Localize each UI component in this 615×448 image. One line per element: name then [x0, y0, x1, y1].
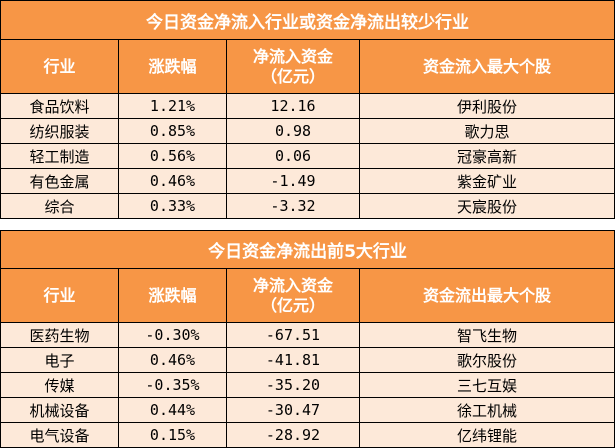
header-industry: 行业	[0, 268, 119, 323]
cell-net-flow: -1.49	[226, 168, 360, 194]
cell-net-flow: 12.16	[226, 93, 360, 119]
outflow-table-title: 今日资金净流出前5大行业	[0, 230, 615, 269]
cell-net-flow: -3.32	[226, 193, 360, 219]
table-row: 机械设备 0.44% -30.47 徐工机械	[0, 397, 615, 423]
table-row: 食品饮料 1.21% 12.16 伊利股份	[0, 93, 615, 119]
table-row: 纺织服装 0.85% 0.98 歌力思	[0, 118, 615, 144]
cell-industry: 食品饮料	[0, 93, 119, 119]
cell-change: -0.30%	[118, 322, 227, 348]
cell-net-flow: 0.98	[226, 118, 360, 144]
inflow-table-header-row: 行业 涨跌幅 净流入资金 （亿元） 资金流入最大个股	[0, 39, 615, 94]
cell-top-stock: 伊利股份	[359, 93, 615, 119]
cell-top-stock: 歌力思	[359, 118, 615, 144]
cell-industry: 有色金属	[0, 168, 119, 194]
cell-top-stock: 徐工机械	[358, 397, 615, 423]
cell-change: 0.56%	[118, 143, 227, 169]
cell-top-stock: 智飞生物	[358, 322, 615, 348]
cell-top-stock: 歌尔股份	[358, 347, 615, 373]
cell-industry: 综合	[0, 193, 119, 219]
cell-change: 0.85%	[118, 118, 227, 144]
inflow-table-title-row: 今日资金净流入行业或资金净流出较少行业	[0, 0, 615, 40]
header-top-stock: 资金流出最大个股	[358, 268, 615, 323]
cell-industry: 传媒	[0, 372, 119, 398]
table-row: 轻工制造 0.56% 0.06 冠豪高新	[0, 143, 615, 169]
cell-industry: 纺织服装	[0, 118, 119, 144]
cell-change: -0.35%	[118, 372, 227, 398]
header-net-flow-line2: （亿元）	[260, 295, 325, 315]
cell-net-flow: 0.06	[226, 143, 360, 169]
header-net-flow-line1: 净流入资金	[252, 46, 333, 66]
cell-industry: 轻工制造	[0, 143, 119, 169]
outflow-table-header-row: 行业 涨跌幅 净流入资金 （亿元） 资金流出最大个股	[0, 268, 615, 323]
table-spacer	[0, 219, 615, 230]
table-row: 传媒 -0.35% -35.20 三七互娱	[0, 372, 615, 398]
header-change: 涨跌幅	[118, 39, 227, 94]
table-row: 电子 0.46% -41.81 歌尔股份	[0, 347, 615, 373]
cell-net-flow: -30.47	[226, 397, 360, 423]
cell-industry: 医药生物	[0, 322, 119, 348]
cell-net-flow: -41.81	[226, 347, 360, 373]
table-row: 有色金属 0.46% -1.49 紫金矿业	[0, 168, 615, 194]
cell-industry: 电子	[0, 347, 119, 373]
inflow-table: 今日资金净流入行业或资金净流出较少行业 行业 涨跌幅 净流入资金 （亿元） 资金…	[0, 0, 615, 219]
cell-top-stock: 天宸股份	[359, 193, 615, 219]
table-row: 综合 0.33% -3.32 天宸股份	[0, 193, 615, 219]
cell-industry: 机械设备	[0, 397, 119, 423]
header-top-stock: 资金流入最大个股	[359, 39, 615, 94]
cell-change: 0.46%	[118, 347, 227, 373]
cell-net-flow: -67.51	[226, 322, 360, 348]
header-industry: 行业	[0, 39, 119, 94]
table-row: 医药生物 -0.30% -67.51 智飞生物	[0, 322, 615, 348]
outflow-table-title-row: 今日资金净流出前5大行业	[0, 230, 615, 269]
cell-net-flow: -35.20	[226, 372, 360, 398]
cell-change: 1.21%	[118, 93, 227, 119]
header-net-flow-line1: 净流入资金	[252, 275, 333, 295]
cell-top-stock: 冠豪高新	[359, 143, 615, 169]
header-change: 涨跌幅	[118, 268, 227, 323]
cell-top-stock: 三七互娱	[358, 372, 615, 398]
inflow-table-title: 今日资金净流入行业或资金净流出较少行业	[0, 0, 615, 40]
cell-change: 0.46%	[118, 168, 227, 194]
header-net-flow: 净流入资金 （亿元）	[226, 268, 360, 323]
cell-top-stock: 紫金矿业	[359, 168, 615, 194]
outflow-table: 今日资金净流出前5大行业 行业 涨跌幅 净流入资金 （亿元） 资金流出最大个股 …	[0, 230, 615, 448]
header-net-flow-line2: （亿元）	[260, 66, 325, 86]
cell-change: 0.33%	[118, 193, 227, 219]
header-net-flow: 净流入资金 （亿元）	[226, 39, 360, 94]
cell-change: 0.44%	[118, 397, 227, 423]
